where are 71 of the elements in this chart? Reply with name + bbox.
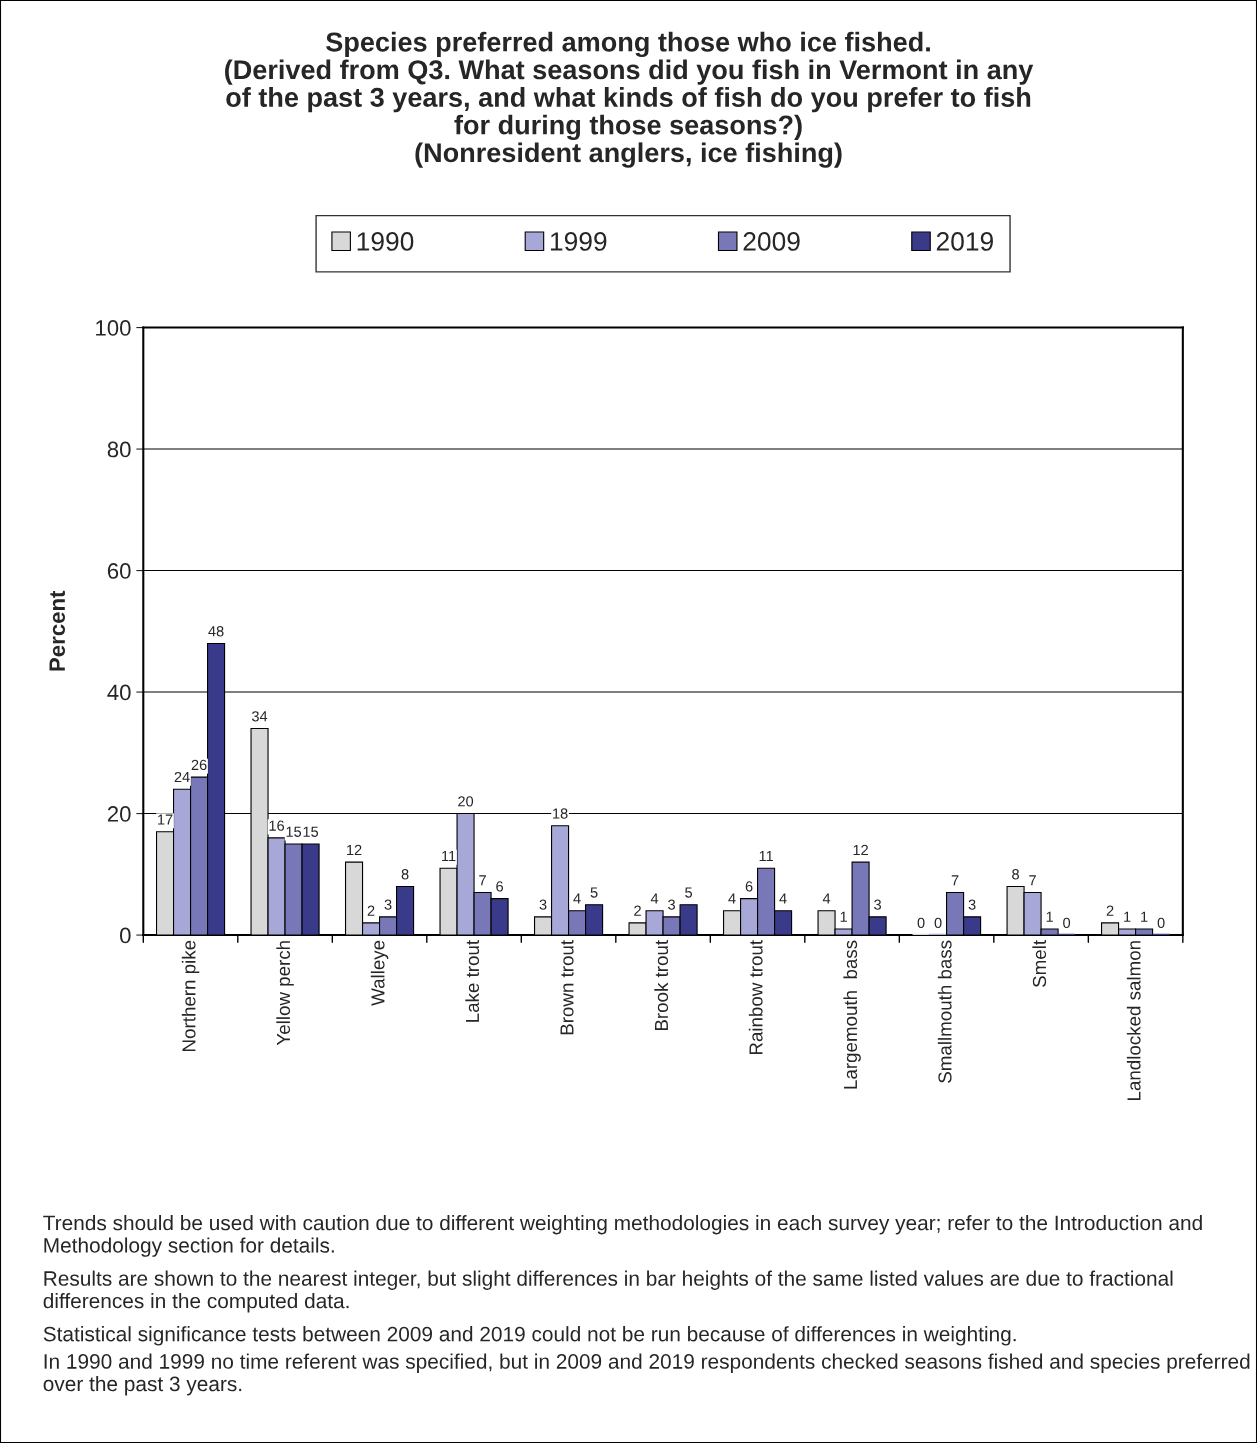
x-tick-label: Walleye — [370, 940, 389, 1006]
text: Statistical significance tests between 2009 and 2019 could not be run because of differences in weighting. — [43, 1326, 1016, 1346]
y-tick-label: 100 — [96, 320, 131, 336]
data-label: 26 — [191, 759, 207, 771]
data-label: 5 — [590, 887, 598, 898]
x-tick-label: Smelt — [1032, 940, 1047, 987]
data-label: 3 — [668, 899, 675, 910]
y-axis-title: Percent — [49, 590, 66, 671]
data-label: 7 — [951, 875, 959, 886]
data-label: 8 — [1012, 869, 1019, 880]
x-tick-label: Yellow perch — [276, 941, 294, 1046]
y-tick-label: 0 — [120, 927, 131, 944]
data-label: 3 — [539, 899, 547, 910]
data-label: 2 — [1106, 905, 1114, 916]
data-label: 3 — [874, 899, 882, 910]
data-label: 18 — [553, 808, 568, 819]
legend-label: 2019 — [936, 232, 993, 251]
chart-title: Species preferred among those who ice fished. (Derived from Q3. What seasons did you fish in Vermont in any of the past 3 years, and what kinds of fish do you prefer to fish for during those seasons?) (Nonresident anglers, ice fishing) — [225, 31, 1034, 168]
data-label: 16 — [269, 820, 285, 831]
data-label: 2 — [367, 905, 375, 916]
data-label: 3 — [384, 899, 392, 910]
x-tick-label: Lake trout — [465, 940, 480, 1022]
x-tick-label: Brown trout — [560, 940, 574, 1035]
legend-label: 1999 — [550, 232, 607, 251]
data-label: 1 — [1141, 911, 1148, 922]
data-label: 4 — [728, 893, 736, 904]
data-label: 6 — [496, 881, 503, 892]
data-label: 7 — [479, 875, 486, 886]
data-label: 17 — [158, 814, 173, 825]
data-label: 3 — [968, 899, 976, 910]
y-tick-label: 40 — [107, 684, 131, 701]
data-label: 4 — [822, 893, 831, 904]
data-label: 20 — [458, 796, 474, 807]
data-label: 15 — [303, 826, 319, 837]
data-label: 6 — [745, 881, 753, 892]
data-label: 11 — [759, 851, 773, 862]
data-label: 4 — [573, 893, 581, 904]
text: Trends should be used with caution due to different weighting methodologies in each survey year; refer to the Introduction and Methodology section for details. — [43, 1215, 1202, 1257]
y-tick-label: 60 — [107, 563, 131, 579]
text: Results are shown to the nearest integer, but slight differences in bar heights of the same listed values are due to fractional differences in the computed data. — [43, 1270, 1173, 1313]
legend-label: 1990 — [357, 232, 414, 251]
data-label: 1 — [840, 911, 847, 922]
data-label: 0 — [1063, 917, 1071, 929]
data-label: 4 — [779, 893, 787, 904]
x-tick-label: Rainbow trout — [748, 940, 763, 1055]
data-label: 11 — [442, 851, 456, 862]
data-label: 8 — [401, 869, 409, 880]
data-label: 1 — [1124, 911, 1131, 922]
data-label: 4 — [650, 893, 659, 904]
x-tick-label: Largemouth bass — [843, 940, 861, 1089]
x-tick-label: Northern pike — [181, 940, 200, 1051]
data-label: 7 — [1029, 875, 1036, 886]
data-label: 5 — [685, 887, 693, 898]
data-label: 0 — [917, 917, 925, 929]
data-label: 48 — [208, 626, 224, 637]
y-tick-label: 80 — [107, 441, 131, 458]
text: In 1990 and 1999 no time referent was specified, but in 2009 and 2019 respondents checked seasons fished and species preferred over the past 3 years. — [43, 1353, 1250, 1396]
legend-label: 2009 — [743, 232, 800, 251]
data-label: 2 — [634, 905, 641, 916]
data-label: 34 — [251, 711, 268, 722]
data-label: 12 — [853, 844, 868, 855]
data-label: 15 — [286, 826, 302, 837]
data-label: 0 — [1157, 917, 1165, 929]
x-tick-label: Landlocked salmon — [1126, 941, 1141, 1100]
data-label: 12 — [347, 844, 362, 855]
x-tick-label: Smallmouth bass — [937, 940, 952, 1083]
data-label: 24 — [174, 771, 190, 783]
x-tick-label: Brook trout — [654, 940, 669, 1031]
data-label: 0 — [934, 917, 942, 929]
y-tick-label: 20 — [107, 806, 131, 822]
data-label: 1 — [1046, 911, 1053, 922]
